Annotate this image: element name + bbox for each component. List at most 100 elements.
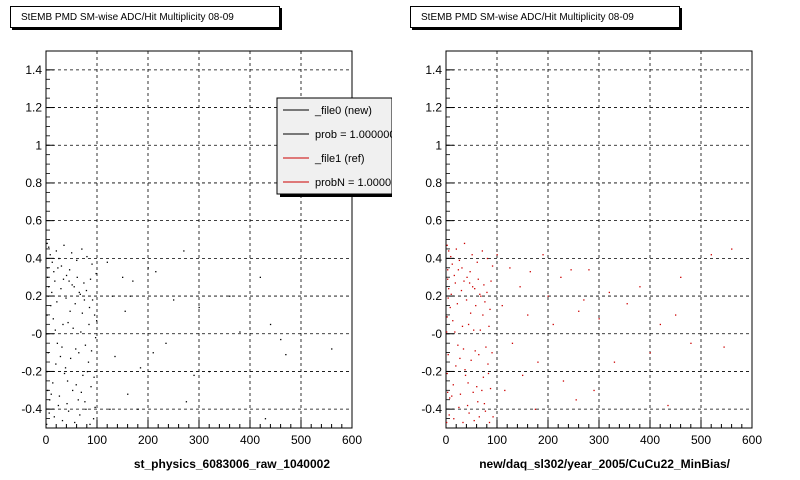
- right-chart-title: StEMB PMD SM-wise ADC/Hit Multiplicity 0…: [410, 6, 680, 28]
- data-point: [570, 269, 572, 271]
- data-point: [74, 303, 76, 305]
- data-point: [488, 421, 491, 424]
- data-point: [519, 286, 521, 288]
- data-point: [473, 329, 475, 331]
- data-point: [46, 242, 48, 245]
- data-point: [52, 318, 54, 320]
- data-point: [264, 418, 267, 420]
- data-point: [552, 323, 554, 326]
- data-point: [483, 284, 485, 286]
- data-point: [461, 267, 463, 269]
- data-point: [462, 421, 464, 424]
- data-point: [229, 295, 231, 297]
- data-point: [588, 269, 590, 271]
- data-point: [57, 404, 60, 407]
- data-point: [67, 410, 70, 412]
- data-point: [454, 331, 456, 333]
- data-point: [77, 399, 79, 401]
- data-point: [94, 337, 97, 339]
- data-point: [501, 304, 503, 307]
- data-point: [87, 361, 90, 363]
- data-point: [450, 293, 452, 295]
- data-point: [58, 257, 60, 260]
- data-point: [482, 376, 485, 378]
- data-point: [529, 271, 531, 273]
- data-point: [457, 269, 460, 271]
- data-point: [75, 384, 77, 386]
- data-point: [562, 380, 565, 382]
- data-point: [79, 293, 81, 295]
- data-point: [478, 416, 480, 418]
- data-point: [106, 261, 108, 263]
- x-tick-label: 300: [189, 433, 209, 447]
- data-point: [82, 374, 84, 377]
- data-point: [482, 314, 484, 316]
- data-point: [47, 352, 49, 354]
- data-point: [448, 250, 450, 252]
- data-point: [613, 361, 616, 363]
- data-point: [59, 355, 62, 358]
- data-point: [468, 412, 470, 414]
- data-point: [208, 370, 210, 373]
- x-tick-label: 0: [443, 433, 450, 447]
- x-tick-label: 100: [87, 433, 107, 447]
- data-point: [547, 295, 549, 297]
- data-point: [63, 372, 66, 375]
- data-point: [53, 416, 55, 418]
- data-point: [94, 406, 96, 409]
- data-point: [66, 380, 69, 382]
- x-tick-label: 400: [640, 433, 660, 447]
- data-point: [537, 361, 539, 363]
- data-point: [56, 301, 58, 303]
- data-point: [488, 325, 490, 328]
- data-point: [468, 282, 471, 284]
- x-tick-label: 300: [589, 433, 609, 447]
- data-point: [511, 342, 514, 344]
- y-tick-label: 0.8: [425, 176, 442, 190]
- data-point: [465, 299, 468, 301]
- data-point: [122, 276, 124, 278]
- data-point: [80, 331, 82, 333]
- data-point: [47, 295, 49, 297]
- data-point: [61, 346, 63, 348]
- data-point: [446, 331, 448, 333]
- data-point: [92, 418, 95, 420]
- data-point: [485, 346, 487, 348]
- data-point: [74, 421, 76, 424]
- data-point: [51, 261, 53, 263]
- data-point: [659, 323, 661, 326]
- legend-clip-overlay: [392, 90, 410, 200]
- data-point: [66, 402, 68, 405]
- data-point: [467, 323, 470, 326]
- data-point: [481, 250, 484, 252]
- data-point: [487, 363, 489, 365]
- data-point: [542, 254, 544, 256]
- data-point: [155, 271, 157, 273]
- x-tick-label: 600: [742, 433, 762, 447]
- data-point: [452, 320, 454, 322]
- data-point: [459, 393, 462, 395]
- data-point: [68, 269, 71, 271]
- data-point: [534, 408, 537, 410]
- data-point: [447, 353, 449, 356]
- data-point: [86, 255, 88, 258]
- data-point: [690, 342, 692, 344]
- data-point: [68, 280, 70, 282]
- data-point: [454, 282, 456, 284]
- data-point: [723, 346, 725, 348]
- x-tick-label: 100: [487, 433, 507, 447]
- data-point: [466, 276, 468, 278]
- data-point: [453, 418, 455, 420]
- data-point: [464, 369, 466, 371]
- y-tick-label: 1: [35, 138, 42, 152]
- data-point: [47, 389, 49, 392]
- data-point: [489, 308, 491, 311]
- data-point: [95, 272, 97, 275]
- data-point: [89, 278, 92, 280]
- x-tick-label: 600: [342, 433, 362, 447]
- data-point: [50, 304, 52, 307]
- y-tick-label: 1.4: [425, 63, 442, 77]
- data-point: [452, 384, 454, 386]
- x-tick-label: 400: [240, 433, 260, 447]
- data-point: [489, 387, 492, 390]
